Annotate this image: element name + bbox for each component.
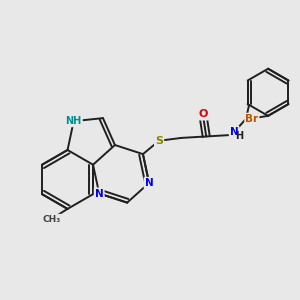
- Text: N: N: [145, 178, 153, 188]
- Text: Br: Br: [245, 114, 258, 124]
- Text: N: N: [95, 188, 103, 199]
- Text: H: H: [236, 131, 244, 142]
- Text: CH₃: CH₃: [42, 215, 61, 224]
- Text: N: N: [230, 127, 239, 137]
- Text: S: S: [155, 136, 163, 146]
- Text: NH: NH: [66, 116, 82, 126]
- Text: O: O: [199, 110, 208, 119]
